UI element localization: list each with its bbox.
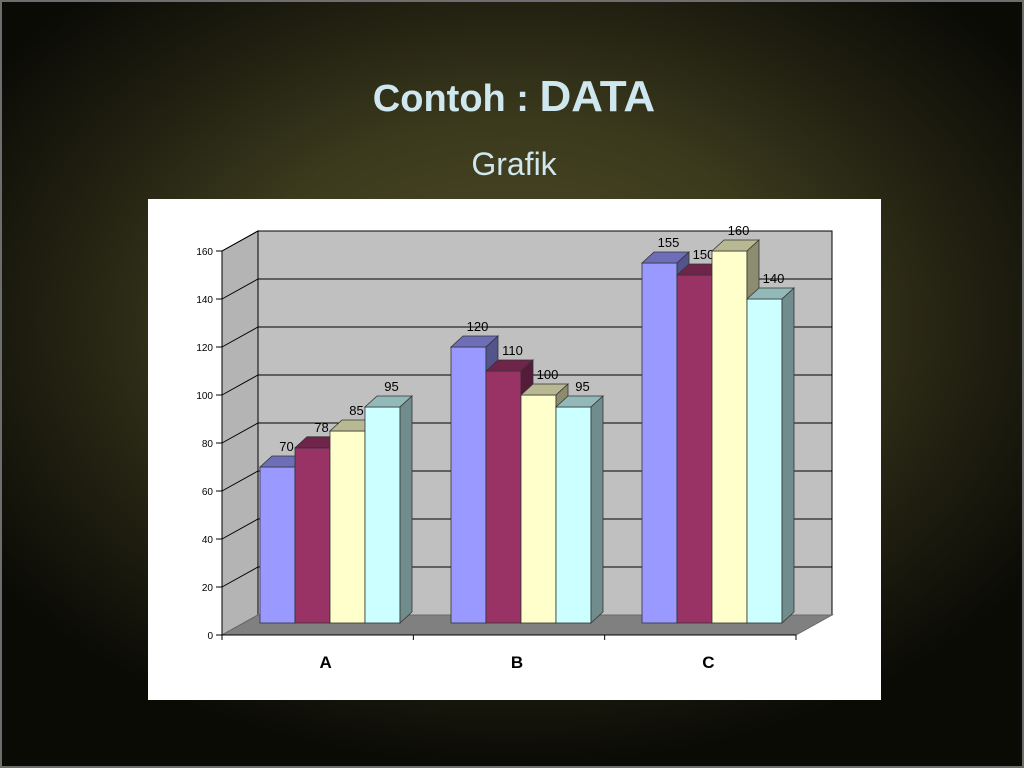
y-tick-label: 140 [196, 295, 213, 306]
bar-data-label: 100 [537, 367, 559, 382]
gridline [221, 518, 832, 540]
bar-data-label: 78 [314, 420, 328, 435]
y-tick-label: 0 [207, 631, 213, 642]
bar-data-label: 85 [349, 403, 363, 418]
gridline [221, 566, 832, 588]
bar [676, 274, 713, 624]
bar-chart: 0 20 40 60 80 100 120 140 160 70 78 85 95 A 120 110 100 9… [196, 223, 834, 672]
x-category-label: B [511, 653, 523, 672]
bar [520, 394, 557, 624]
y-tick-label: 20 [202, 583, 214, 594]
bar-data-label: 120 [467, 319, 489, 334]
slide-title: Contoh : DATA [2, 72, 1022, 122]
gridline [221, 422, 832, 444]
bar [555, 406, 592, 624]
y-tick-label: 100 [196, 391, 213, 402]
bar [329, 430, 366, 624]
bar-side [590, 395, 604, 624]
gridline [221, 470, 832, 492]
bar [294, 447, 331, 624]
bar [364, 406, 401, 624]
y-tick-label: 60 [202, 487, 214, 498]
bar-side [399, 395, 413, 624]
slide-title-part2: DATA [539, 72, 656, 121]
gridline [221, 278, 832, 300]
gridline [221, 230, 832, 252]
y-tick-label: 160 [196, 247, 213, 258]
bar-data-label: 155 [658, 235, 680, 250]
gridline [221, 374, 832, 396]
slide-subtitle: Grafik [471, 146, 557, 182]
y-tick-label: 40 [202, 535, 214, 546]
x-category-label: A [320, 653, 332, 672]
chart-panel: 0 20 40 60 80 100 120 140 160 70 78 85 95 A 120 110 100 9… [148, 199, 881, 700]
y-tick-label: 120 [196, 343, 213, 354]
gridline [221, 326, 832, 348]
slide-title-part1: Contoh : [372, 78, 540, 120]
bar-data-label: 150 [693, 247, 715, 262]
bar [746, 298, 783, 624]
bar-data-label: 70 [279, 439, 293, 454]
bar-data-label: 95 [384, 379, 398, 394]
bar-data-label: 140 [763, 271, 785, 286]
bar [259, 466, 296, 624]
bar-data-label: 95 [575, 379, 589, 394]
bar [641, 262, 678, 624]
x-category-label: C [702, 653, 714, 672]
bar [711, 250, 748, 624]
y-tick-label: 80 [202, 439, 214, 450]
bar [485, 370, 522, 624]
bar-data-label: 110 [502, 343, 523, 358]
bar [450, 346, 487, 624]
bar-data-label: 160 [728, 223, 750, 238]
bar-side [781, 287, 795, 624]
